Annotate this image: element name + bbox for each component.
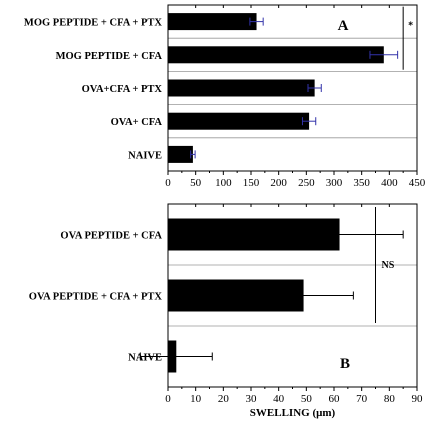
bar: [168, 79, 315, 97]
x-tick-label: 80: [384, 393, 396, 405]
x-tick-label: 70: [356, 393, 368, 405]
category-label: NAIVE: [128, 353, 162, 364]
x-tick-label: 60: [329, 393, 341, 405]
category-label: MOG PEPTIDE + CFA + PTX: [24, 18, 162, 29]
x-tick-label: 90: [412, 393, 424, 405]
x-tick-label: 450: [409, 177, 425, 189]
category-label: OVA+CFA + PTX: [82, 84, 163, 95]
category-label: MOG PEPTIDE + CFA: [56, 51, 163, 62]
significance-annotation: NS: [382, 260, 395, 271]
x-tick-label: 200: [270, 177, 287, 189]
x-tick-label: 10: [190, 393, 202, 405]
x-tick-label: 30: [246, 393, 258, 405]
bar: [168, 145, 193, 163]
x-tick-label: 150: [243, 177, 260, 189]
panel-b: OVA PEPTIDE + CFA OVA PEPTIDE + CFA + PTX…: [29, 203, 424, 419]
x-tick-label: 350: [353, 177, 370, 189]
x-tick-label: 20: [218, 393, 230, 405]
category-label: NAIVE: [128, 150, 162, 161]
category-label: OVA PEPTIDE + CFA + PTX: [29, 292, 163, 303]
x-tick-label: 50: [301, 393, 313, 405]
panel-a: MOG PEPTIDE + CFA + PTX MOG PEPTIDE + CFA…: [24, 4, 425, 189]
bar: [168, 112, 310, 130]
x-tick-label: 100: [215, 177, 232, 189]
bar: [168, 46, 384, 64]
x-tick-label: 0: [165, 177, 171, 189]
x-tick-label: 0: [165, 393, 171, 405]
x-tick-label: 40: [273, 393, 285, 405]
x-tick-label: 400: [381, 177, 398, 189]
x-tick-label: 250: [298, 177, 315, 189]
panel-letter: A: [338, 18, 349, 34]
significance-annotation: *: [408, 21, 413, 32]
panel-letter: B: [340, 356, 350, 372]
x-tick-label: 300: [326, 177, 343, 189]
category-label: OVA+ CFA: [111, 117, 163, 128]
x-axis-label: SWELLING (μm): [250, 407, 336, 419]
bar: [168, 13, 257, 31]
x-tick-label: 50: [190, 177, 202, 189]
category-label: OVA PEPTIDE + CFA: [60, 231, 162, 242]
